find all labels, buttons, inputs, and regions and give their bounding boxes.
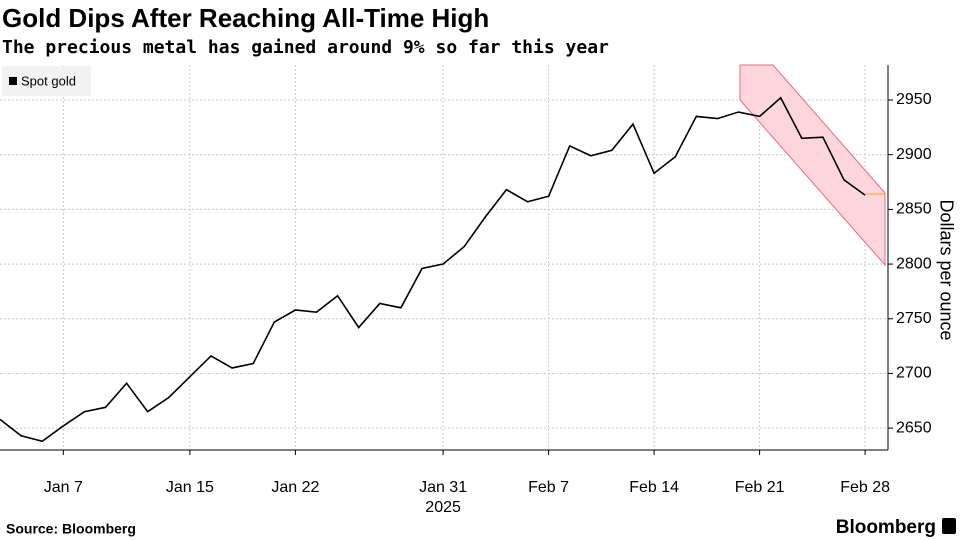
x-tick-label: Feb 14 — [629, 479, 679, 496]
legend-swatch — [9, 77, 17, 85]
y-axis-label: Dollars per ounce — [936, 199, 956, 340]
chart-subtitle: The precious metal has gained around 9% … — [2, 37, 609, 58]
line-series — [0, 96, 866, 443]
trend-channel — [739, 64, 886, 267]
legend-label: Spot gold — [21, 73, 76, 88]
y-tick-label: 2650 — [896, 419, 932, 436]
y-tick-label: 2750 — [896, 310, 932, 327]
y-tick-label: 2950 — [896, 91, 932, 108]
chart-title: Gold Dips After Reaching All-Time High — [2, 3, 489, 33]
x-tick-label: Feb 21 — [735, 479, 785, 496]
brand: Bloomberg — [836, 517, 936, 538]
y-tick-label: 2900 — [896, 146, 932, 163]
source: Source: Bloomberg — [6, 521, 136, 537]
x-tick-label: Feb 7 — [528, 479, 569, 496]
x-tick-label: Feb 28 — [840, 479, 890, 496]
x-tick-label: Jan 15 — [166, 479, 214, 496]
x-year-label: 2025 — [425, 499, 461, 516]
x-tick-label: Jan 31 — [419, 479, 467, 496]
x-tick-label: Jan 22 — [271, 479, 319, 496]
y-tick-label: 2850 — [896, 201, 932, 218]
brand-icon — [942, 518, 956, 534]
y-tick-label: 2800 — [896, 255, 932, 272]
x-tick-label: Jan 7 — [44, 479, 83, 496]
y-tick-label: 2700 — [896, 365, 932, 382]
